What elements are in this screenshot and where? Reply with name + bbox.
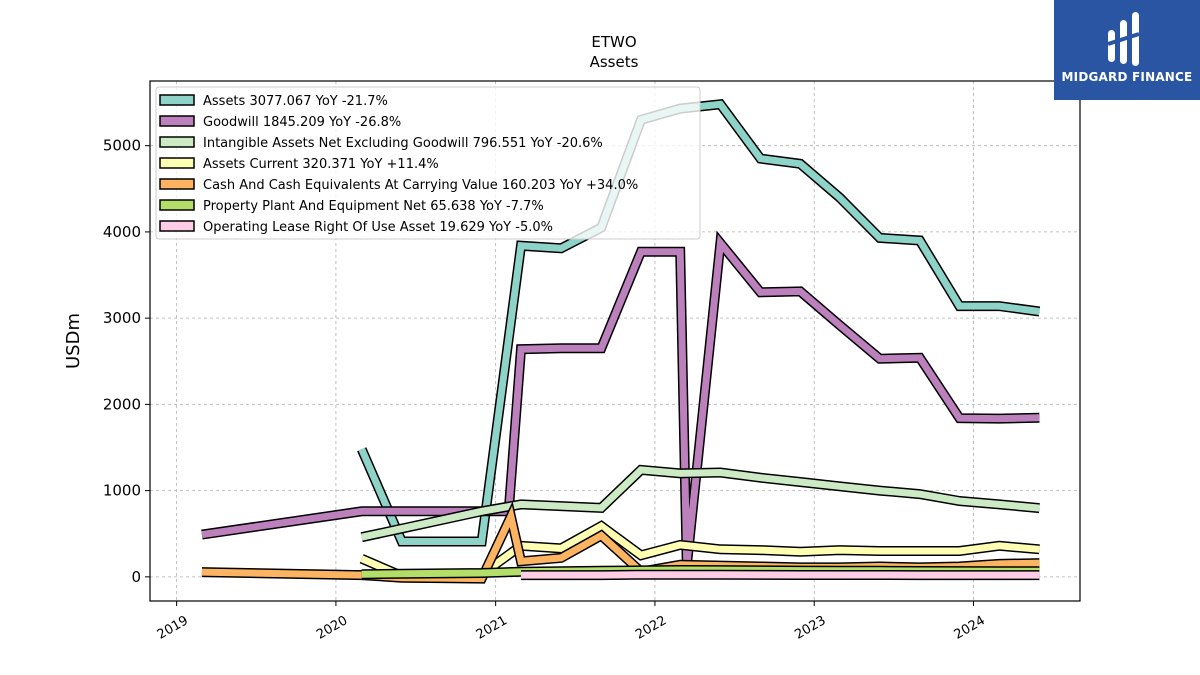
y-tick-label: 2000: [103, 395, 141, 413]
y-tick-label: 3000: [103, 309, 141, 327]
plot-series: [201, 99, 1041, 584]
y-tick-label: 0: [131, 568, 141, 586]
legend-swatch: [159, 94, 195, 106]
legend-item: Intangible Assets Net Excluding Goodwill…: [159, 136, 603, 151]
x-tick-label: 2024: [952, 613, 988, 643]
legend-item: Cash And Cash Equivalents At Carrying Va…: [159, 178, 638, 193]
legend-label: Operating Lease Right Of Use Asset 19.62…: [203, 220, 553, 235]
legend-swatch: [159, 136, 195, 148]
x-tick-label: 2023: [792, 613, 828, 643]
legend-label: Assets Current 320.371 YoY +11.4%: [203, 157, 439, 172]
x-tick-label: 2020: [314, 613, 350, 643]
legend-item: Property Plant And Equipment Net 65.638 …: [159, 199, 544, 214]
series-goodwill: [201, 230, 1040, 567]
logo-text: MIDGARD FINANCE: [1061, 70, 1193, 84]
legend-label: Property Plant And Equipment Net 65.638 …: [203, 199, 544, 214]
plot-frame: [149, 80, 1081, 602]
legend-item: Operating Lease Right Of Use Asset 19.62…: [159, 220, 553, 235]
series-line: [360, 466, 1040, 541]
legend-swatch: [159, 157, 195, 169]
legend-item: Assets 3077.067 YoY -21.7%: [159, 94, 388, 109]
chart-title: ETWO: [591, 33, 636, 51]
legend-label: Assets 3077.067 YoY -21.7%: [203, 94, 388, 109]
legend-swatch: [159, 178, 195, 190]
legend-label: Cash And Cash Equivalents At Carrying Va…: [203, 178, 638, 193]
series-intangible-assets-net-excluding-goodwill: [360, 464, 1040, 543]
y-axis: 0 1000 2000 3000 4000 5000: [103, 137, 150, 586]
x-tick-label: 2021: [474, 613, 510, 643]
legend-item: Assets Current 320.371 YoY +11.4%: [159, 157, 439, 172]
legend-label: Intangible Assets Net Excluding Goodwill…: [203, 136, 603, 151]
midgard-logo: MIDGARD FINANCE: [1054, 0, 1200, 100]
legend-item: Goodwill 1845.209 YoY -26.8%: [159, 115, 401, 130]
x-tick-label: 2019: [155, 613, 191, 643]
y-tick-label: 1000: [103, 482, 141, 500]
midgard-logo-icon: [1107, 12, 1140, 66]
y-axis-label: USDm: [63, 313, 84, 369]
series-line: [201, 234, 1040, 566]
x-axis: 2019 2020 2021 2022 2023 2024: [155, 601, 988, 643]
legend-swatch: [159, 220, 195, 232]
y-tick-label: 5000: [103, 137, 141, 155]
legend-box: [155, 86, 701, 240]
legend-swatch: [159, 199, 195, 211]
legend-label: Goodwill 1845.209 YoY -26.8%: [203, 115, 401, 130]
chart-subtitle: Assets: [590, 53, 639, 71]
y-tick-label: 4000: [103, 223, 141, 241]
x-tick-label: 2022: [633, 613, 669, 643]
legend-swatch: [159, 115, 195, 127]
legend: Assets 3077.067 YoY -21.7% Goodwill 1845.…: [155, 86, 701, 240]
